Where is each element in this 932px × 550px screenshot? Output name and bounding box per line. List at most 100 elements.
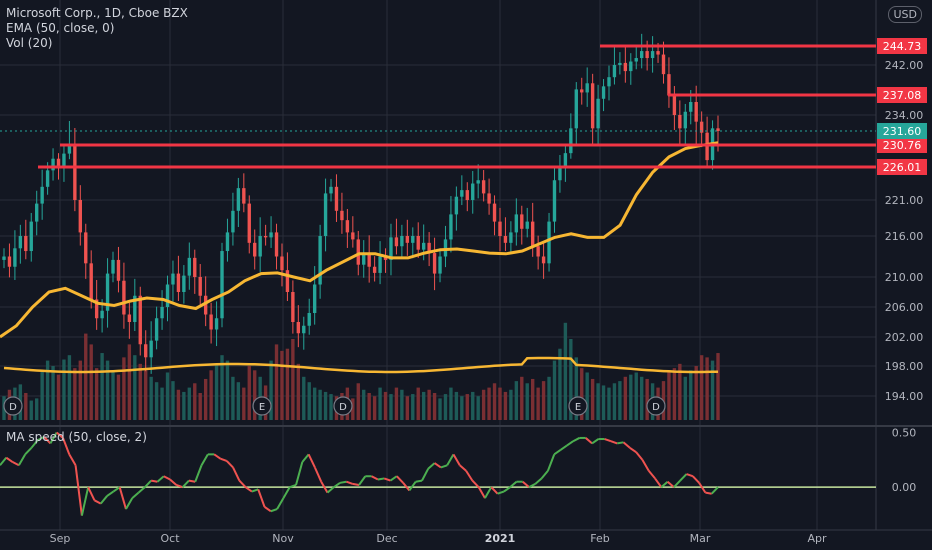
ma-speed-segment (346, 480, 354, 485)
ma-speed-segment (156, 475, 165, 483)
volume-bar (144, 370, 148, 420)
ma-speed-segment (125, 497, 134, 510)
candle-body (563, 153, 568, 168)
candle-body (209, 314, 213, 330)
event-marker (252, 396, 272, 416)
volume-bar (536, 387, 540, 420)
candle-body (29, 221, 33, 252)
level-price-label: 237.08 (883, 89, 922, 102)
volume-bar (231, 376, 235, 420)
candle-body (323, 193, 328, 236)
candle-body (133, 295, 137, 322)
symbol-label[interactable]: Microsoft Corp., 1D, Cboe BZX (6, 6, 188, 20)
volume-bar (165, 372, 170, 420)
volume-bar (94, 368, 99, 420)
candle-body (590, 83, 595, 129)
ma-speed-segment (313, 467, 323, 483)
volume-bar (389, 394, 393, 420)
candle-body (471, 183, 475, 200)
ma-speed-segment (30, 439, 39, 449)
price-axis-label: 210.00 (885, 271, 924, 284)
volume-bar (716, 353, 720, 420)
volume-bar (187, 387, 192, 420)
candle-body (699, 121, 704, 133)
volume-bar (432, 393, 437, 420)
volume-bar (171, 381, 175, 420)
volume-bar (514, 381, 519, 420)
volume-bar (209, 370, 213, 420)
candle-body (547, 221, 551, 264)
ma-speed-segment (497, 490, 505, 495)
candle-body (171, 273, 175, 285)
time-axis-label: Feb (590, 532, 609, 545)
candle-body (460, 190, 464, 197)
candle-body (165, 284, 170, 307)
candle-body (122, 280, 126, 315)
volume-bar (40, 371, 44, 420)
candle-body (94, 299, 99, 319)
volume-bar (154, 382, 159, 420)
candle-body (465, 190, 469, 200)
volume-bar (351, 398, 355, 420)
volume-bar (541, 381, 546, 420)
event-marker (3, 396, 23, 416)
volume-bar (699, 355, 704, 420)
candle-body (650, 51, 655, 59)
volume-bar (487, 387, 491, 420)
ema-label[interactable]: EMA (50, close, 0) (6, 21, 115, 35)
ma-speed-segment (276, 497, 285, 510)
candle-body (214, 318, 219, 330)
volume-bar (138, 363, 142, 420)
ma-speed-segment (118, 486, 127, 510)
ma-speed-segment (591, 438, 599, 445)
candle-body (389, 237, 393, 260)
event-marker-label: D (339, 402, 347, 413)
candle-body (198, 277, 202, 296)
volume-bar (247, 366, 251, 420)
candle-body (667, 74, 671, 96)
level-price-label: 230.76 (883, 139, 922, 152)
candle-body (2, 256, 6, 260)
candle-body (372, 266, 377, 273)
currency-button[interactable]: USD (888, 6, 922, 23)
ma-speed-segment (5, 456, 14, 463)
ma-speed-segment (446, 453, 455, 466)
volume-bar (710, 360, 715, 420)
volume-bar (312, 387, 317, 420)
volume-label[interactable]: Vol (20) (6, 36, 53, 50)
ma-speed-segment (396, 475, 404, 484)
volume-bar (416, 387, 420, 420)
ma-speed-segment (427, 462, 436, 470)
level-price-tag (877, 87, 927, 103)
candle-body (552, 180, 557, 222)
price-axis-label: 194.00 (885, 390, 924, 403)
volume-bar (689, 370, 693, 420)
candle-body (203, 295, 208, 315)
ma-speed-segment (402, 482, 411, 492)
candle-body (62, 153, 66, 168)
candle-body (596, 98, 600, 129)
candle-body (716, 128, 720, 131)
volume-bar (694, 366, 698, 420)
ma-speed-segment (326, 486, 335, 494)
candle-body (520, 214, 524, 229)
ma-speed-segment (188, 479, 196, 483)
candle-body (378, 256, 382, 273)
volume-bar (242, 387, 246, 420)
time-axis-label: Oct (160, 532, 180, 545)
ma-speed-segment (238, 479, 247, 488)
ma-speed-segment (62, 437, 71, 455)
ma-speed-segment (295, 461, 304, 486)
candle-body (481, 180, 486, 194)
ma-speed-segment (112, 486, 121, 493)
candle-body (105, 273, 110, 311)
indicator-legend[interactable]: MA speed (50, close, 2) (6, 430, 147, 444)
volume-bar (520, 376, 524, 420)
level-price-label: 244.73 (883, 40, 922, 53)
candle-body (443, 239, 448, 257)
time-axis-label: Mar (690, 532, 711, 545)
volume-bar (45, 360, 50, 420)
candle-body (247, 203, 251, 243)
ma-speed-segment (452, 453, 461, 466)
